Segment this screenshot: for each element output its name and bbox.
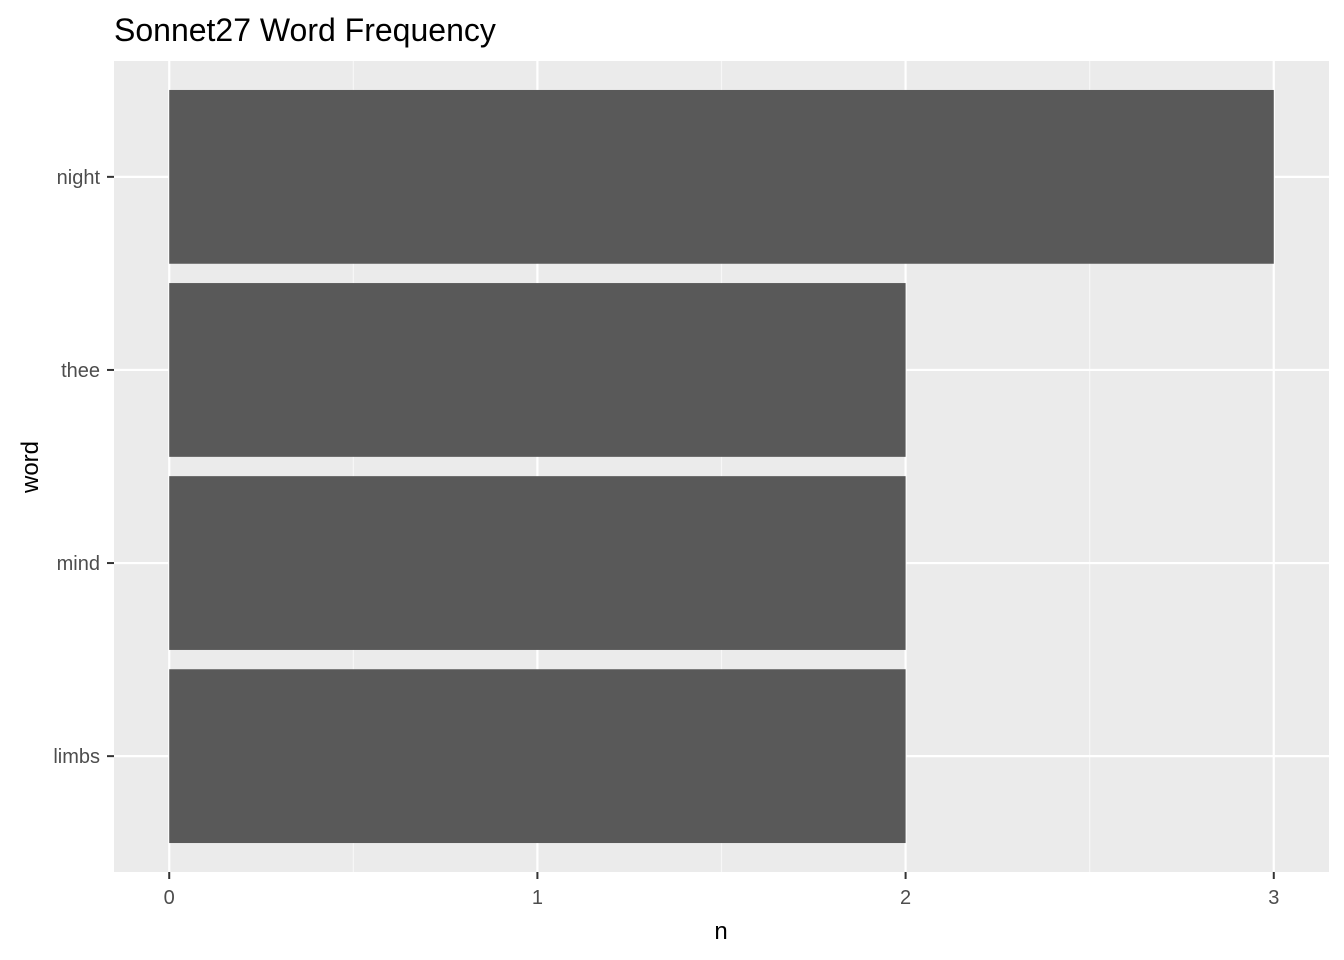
chart-title: Sonnet27 Word Frequency (114, 12, 496, 48)
x-axis: 0 1 2 3 (164, 872, 1279, 909)
y-tick-label-mind: mind (57, 553, 100, 575)
y-axis-title: word (17, 441, 44, 494)
y-axis: night thee mind limbs (53, 167, 114, 768)
y-tick-label-night: night (57, 167, 101, 189)
x-tick-label-0: 0 (164, 887, 175, 909)
x-axis-title: n (714, 918, 727, 945)
x-tick-label-2: 2 (900, 887, 911, 909)
y-tick-label-limbs: limbs (53, 746, 100, 768)
bar-night (169, 89, 1274, 264)
bar-thee (169, 283, 906, 457)
x-tick-label-1: 1 (532, 887, 543, 909)
y-tick-label-thee: thee (61, 360, 100, 382)
bar-mind (169, 476, 906, 650)
bars (169, 89, 1274, 844)
bar-limbs (169, 669, 906, 844)
x-tick-label-3: 3 (1268, 887, 1279, 909)
